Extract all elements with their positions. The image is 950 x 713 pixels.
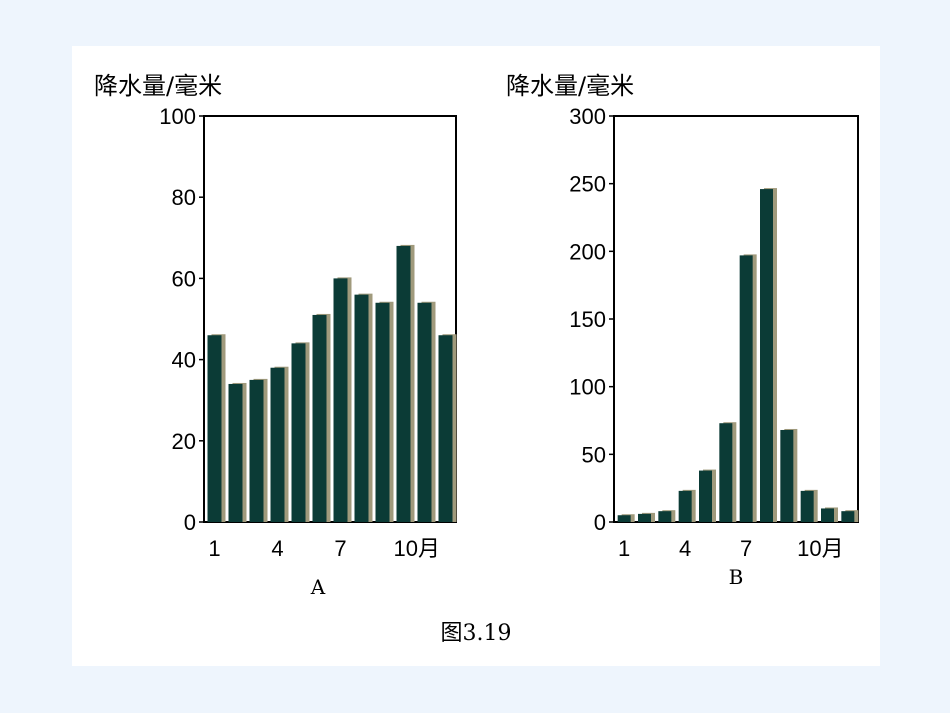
chart-b-xtick-label: 1 xyxy=(618,536,630,561)
chart-a-ylabel: 降水量/毫米 xyxy=(94,72,222,100)
chart-a-xtick-label: 10月 xyxy=(394,536,440,561)
chart-a-xtick-label: 4 xyxy=(271,536,283,561)
chart-a-bar xyxy=(354,294,369,522)
chart-b-ytick-label: 100 xyxy=(569,375,606,400)
chart-a-bar xyxy=(291,343,306,522)
chart-b-bar xyxy=(699,470,712,522)
chart-b-ytick-label: 50 xyxy=(582,442,606,467)
chart-a-bar xyxy=(312,314,327,522)
chart-a-ytick-label: 80 xyxy=(172,185,196,210)
chart-b-ytick-label: 150 xyxy=(569,307,606,332)
chart-a-bar xyxy=(228,383,243,522)
chart-b-xlabel: B xyxy=(729,565,744,589)
figure-panel: 降水量/毫米 0 20 40 60 80 100 1 4 7 10月 A 降水量/毫米 0 50 1… xyxy=(72,46,880,666)
chart-b-bar xyxy=(719,423,733,522)
chart-b-ytick-label: 300 xyxy=(569,104,606,129)
chart-a-ytick-label: 60 xyxy=(172,266,196,291)
chart-a-xtick-label: 7 xyxy=(334,536,346,561)
chart-a-bar xyxy=(375,302,390,522)
chart-a-bar xyxy=(207,335,222,522)
chart-b-bar xyxy=(821,508,834,522)
chart-b-ytick-label: 200 xyxy=(569,239,606,264)
figure-caption: 图3.19 xyxy=(441,621,512,646)
chart-a-ytick-label: 20 xyxy=(172,429,196,454)
chart-a-bar xyxy=(333,278,348,522)
figure-svg: 降水量/毫米 0 20 40 60 80 100 1 4 7 10月 A 降水量/毫米 0 50 1… xyxy=(94,72,859,646)
chart-b-ytick-label: 0 xyxy=(594,510,606,535)
chart-a-bar xyxy=(249,379,264,522)
chart-b-bar xyxy=(780,429,794,522)
chart-b-bar xyxy=(617,515,631,522)
chart-b: 降水量/毫米 0 50 100 150 200 250 300 1 4 7 10月 B xyxy=(506,72,859,589)
chart-a-ytick-label: 100 xyxy=(159,104,196,129)
chart-b-xtick-label: 10月 xyxy=(797,536,843,561)
chart-a-ytick-label: 40 xyxy=(172,348,196,373)
chart-a-ytick-label: 0 xyxy=(184,510,196,535)
chart-a-bar xyxy=(396,245,411,523)
chart-a-xtick-label: 1 xyxy=(208,536,220,561)
chart-b-bar xyxy=(841,511,855,522)
chart-b-bar xyxy=(739,255,753,523)
chart-a-xlabel: A xyxy=(310,575,326,599)
chart-a-bar xyxy=(438,335,453,522)
chart-b-bar xyxy=(638,513,651,522)
chart-b-bar xyxy=(760,189,773,522)
chart-b-bar xyxy=(658,511,672,522)
chart-a-bar xyxy=(417,302,432,522)
chart-b-ylabel: 降水量/毫米 xyxy=(506,72,634,100)
chart-b-xtick-label: 7 xyxy=(740,536,752,561)
chart-a: 降水量/毫米 0 20 40 60 80 100 1 4 7 10月 A xyxy=(94,72,457,599)
chart-b-xtick-label: 4 xyxy=(679,536,691,561)
chart-b-bar xyxy=(800,490,814,522)
chart-b-ytick-label: 250 xyxy=(569,172,606,197)
chart-a-bar xyxy=(270,367,285,522)
chart-b-bar xyxy=(678,490,692,522)
